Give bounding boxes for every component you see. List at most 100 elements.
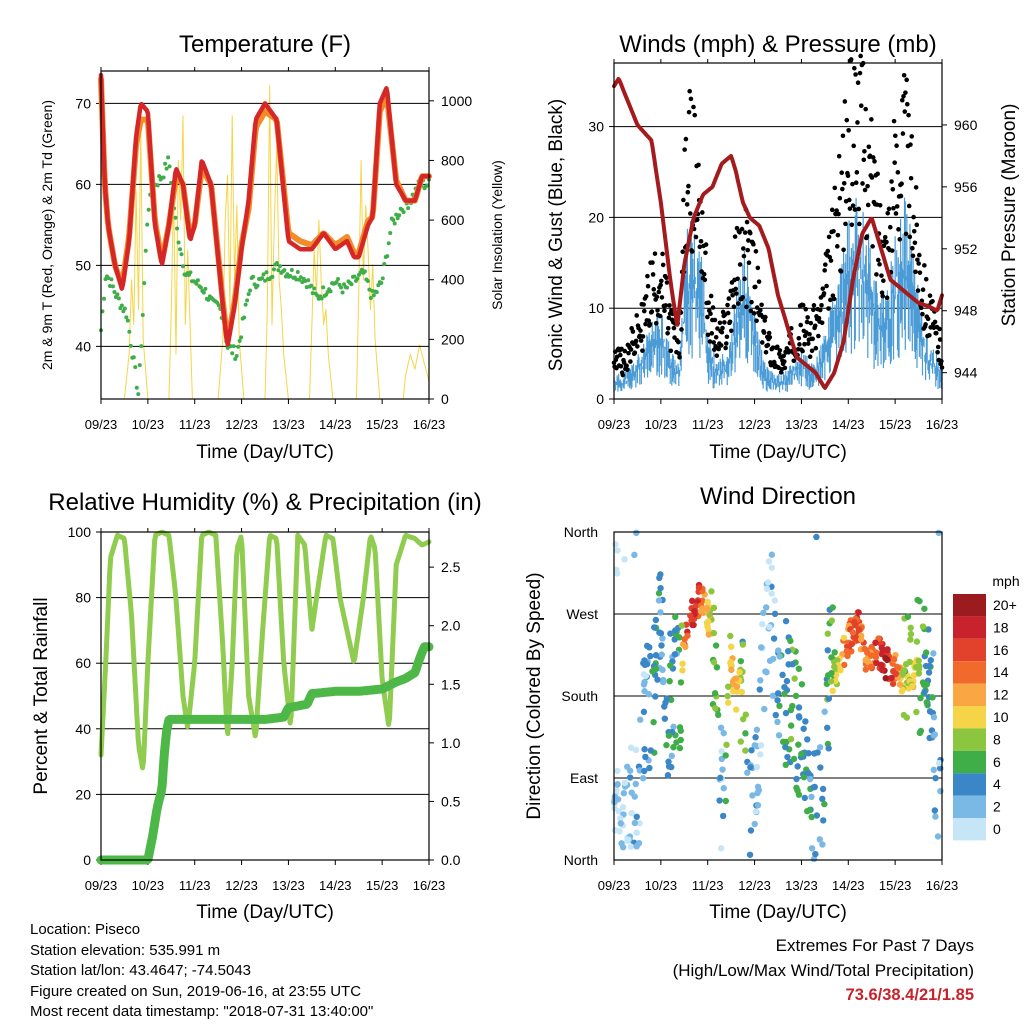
wind-direction-point — [913, 638, 921, 645]
wind-direction-point — [893, 663, 901, 670]
wind-direction-point — [804, 807, 811, 815]
wind-direction-point — [902, 661, 910, 668]
wind-direction-point — [794, 763, 801, 770]
gust-point — [865, 202, 871, 208]
dewpoint-point — [236, 344, 241, 349]
gust-point — [930, 298, 935, 304]
wind-direction-point — [904, 613, 912, 620]
gust-point — [937, 326, 942, 332]
gust-point — [684, 202, 690, 207]
wind-direction-point — [710, 659, 718, 666]
gust-point — [766, 330, 772, 336]
wind-direction-point — [808, 845, 816, 852]
dewpoint-point — [289, 267, 294, 272]
wind-direction-point — [647, 747, 654, 754]
dewpoint-point — [146, 207, 151, 212]
gust-point — [911, 228, 917, 234]
gust-point — [877, 262, 882, 267]
gust-point — [624, 363, 629, 369]
wind-direction-point — [723, 741, 730, 748]
colorbar-swatch — [953, 795, 986, 818]
wind-direction-point — [805, 769, 812, 777]
wind-direction-point — [614, 781, 621, 788]
gust-point — [841, 181, 847, 186]
temperature-ytick-label: 60 — [75, 176, 91, 192]
dewpoint-point — [157, 174, 162, 179]
humidity-ytick-label: 20 — [75, 786, 91, 802]
gust-point — [915, 288, 921, 293]
wind-direction-point — [798, 681, 806, 688]
wind-direction-point — [929, 694, 936, 701]
wind-direction-point — [661, 715, 669, 722]
wind-direction-point — [825, 695, 833, 702]
gust-point — [660, 262, 666, 268]
wind-direction-point — [628, 809, 635, 817]
wind-direction-point — [756, 686, 763, 693]
wind-direction-point — [889, 680, 897, 687]
latlon-text: Station lat/lon: 43.4647; -74.5043 — [30, 962, 252, 979]
gust-point — [851, 143, 856, 149]
gust-point — [680, 249, 686, 254]
gust-point — [656, 289, 662, 295]
wind-direction-point — [670, 723, 677, 730]
gust-point — [909, 134, 915, 139]
humidity-ytick-right-label: 0.0 — [441, 852, 461, 868]
colorbar-swatch — [953, 728, 986, 751]
wind-direction-point — [890, 656, 898, 663]
gust-point — [813, 345, 819, 351]
wind-direction-point — [657, 630, 665, 637]
dewpoint-point — [201, 290, 206, 295]
dewpoint-point — [263, 278, 267, 283]
gust-point — [866, 144, 872, 150]
wind-direction-point — [722, 752, 729, 759]
wind-direction-point — [795, 704, 803, 711]
gust-point — [724, 334, 730, 340]
dewpoint-point — [328, 289, 333, 294]
gust-point — [899, 97, 905, 103]
gust-point — [730, 293, 735, 298]
gust-point — [749, 299, 754, 305]
gust-point — [881, 278, 886, 284]
wind-direction-point — [641, 767, 648, 775]
gust-point — [829, 207, 835, 213]
humidity-ylabel: Percent & Total Rainfall — [31, 597, 52, 794]
wind-direction-point — [729, 688, 737, 695]
wind-direction-point — [825, 745, 832, 752]
wind-direction-point — [667, 662, 674, 669]
gust-point — [912, 240, 918, 246]
dewpoint-point — [145, 222, 150, 227]
wind-direction-point — [725, 683, 732, 690]
wind-direction-point — [742, 730, 749, 737]
wind-direction-point — [714, 711, 722, 719]
gust-point — [697, 244, 703, 250]
gust-point — [657, 313, 663, 319]
gust-point — [692, 112, 698, 118]
gust-point — [671, 325, 677, 331]
wind-direction-point — [627, 744, 635, 751]
colorbar-title: mph — [992, 573, 1019, 589]
gust-point — [875, 171, 880, 177]
wind-direction-point — [837, 667, 844, 674]
gust-point — [935, 350, 940, 355]
wind-direction-point — [658, 651, 665, 658]
gust-point — [777, 348, 783, 353]
wind-direction-point — [678, 622, 685, 629]
gust-point — [782, 359, 787, 364]
wind-direction-point — [782, 709, 790, 717]
gust-point — [735, 301, 741, 306]
winds-frame — [613, 62, 943, 400]
wind-direction-point — [774, 690, 782, 697]
gust-point — [679, 327, 684, 332]
gust-point — [906, 112, 911, 118]
winds-xtick-label: 11/23 — [692, 417, 724, 432]
wind-direction-point — [687, 612, 694, 619]
wind-direction-point — [903, 714, 911, 721]
gust-point — [850, 203, 856, 208]
wind-direction-ytick-label: South — [561, 688, 598, 704]
gust-point — [622, 348, 628, 354]
gust-point — [676, 351, 682, 356]
gust-point — [877, 202, 883, 208]
gust-point — [747, 230, 753, 236]
wind-direction-point — [754, 802, 762, 809]
